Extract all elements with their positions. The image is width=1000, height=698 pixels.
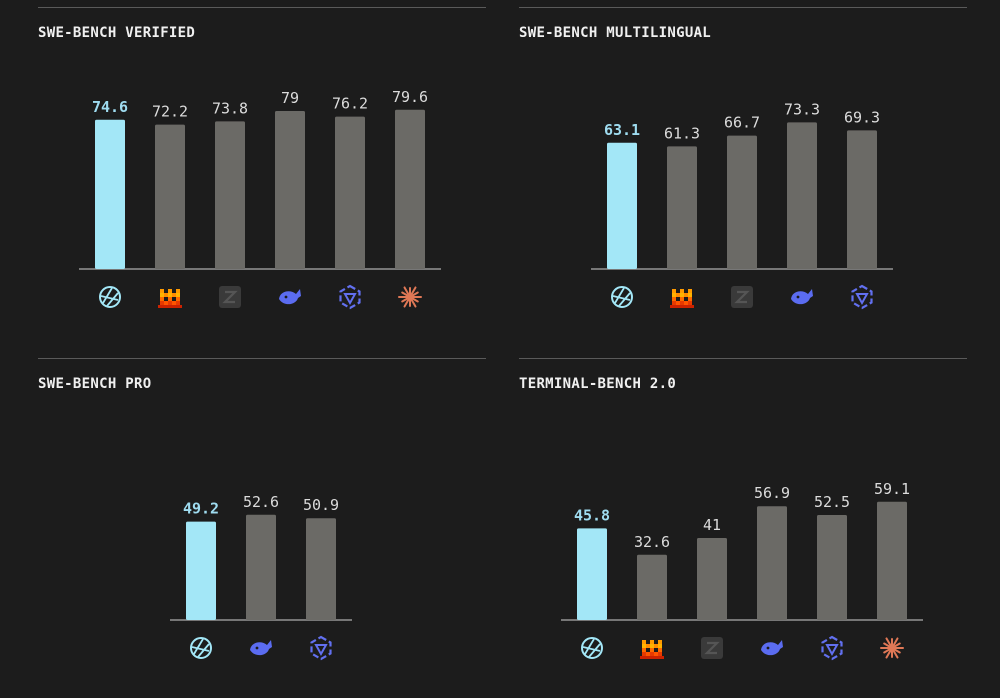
bar-value-label: 50.9 (303, 496, 339, 514)
panel-divider (519, 7, 967, 8)
bar-chart: 49.2 52.6 50.9 (170, 493, 352, 661)
z-square-icon (219, 286, 241, 308)
bar (577, 528, 607, 620)
circle-logo-icon (190, 637, 212, 659)
bar (667, 146, 697, 269)
bar-value-label: 74.6 (92, 98, 128, 116)
bar (306, 518, 336, 620)
bar (155, 124, 185, 269)
bar (847, 130, 877, 269)
bar-value-label: 52.5 (814, 493, 850, 511)
panel-divider (519, 358, 967, 359)
chart-title: SWE-BENCH MULTILINGUAL (519, 25, 712, 41)
bar-value-label: 61.3 (664, 124, 700, 142)
whale-icon (250, 640, 272, 656)
bar-chart: 45.8 32.6 41 56.9 52.5 59.1 (561, 480, 923, 661)
bar (395, 109, 425, 269)
bar-value-label: 32.6 (634, 533, 670, 551)
chart-panel-swe-bench-multilingual: SWE-BENCH MULTILINGUAL 63.1 61.3 66.7 73.3 6… (519, 7, 967, 347)
bar (877, 501, 907, 620)
bar-value-label: 63.1 (604, 121, 640, 139)
whale-icon (761, 640, 783, 656)
pixel-castle-icon (158, 289, 182, 308)
circle-logo-icon (581, 637, 603, 659)
circle-logo-icon (99, 286, 121, 308)
chart-title: TERMINAL-BENCH 2.0 (519, 376, 677, 392)
bar (275, 111, 305, 269)
bar (817, 515, 847, 620)
bar-value-label: 69.3 (844, 108, 880, 126)
bar (727, 135, 757, 269)
starburst-icon (398, 286, 422, 308)
panel-divider (38, 7, 486, 8)
chart-title: SWE-BENCH VERIFIED (38, 25, 196, 41)
hexagon-star-icon (851, 284, 873, 310)
bar (215, 121, 245, 270)
bar-value-label: 76.2 (332, 95, 368, 113)
z-square-icon (701, 637, 723, 659)
hexagon-star-icon (339, 284, 361, 310)
bar (607, 142, 637, 269)
pixel-castle-icon (670, 289, 694, 308)
bar (335, 116, 365, 269)
bar-value-label: 52.6 (243, 493, 279, 511)
bar-value-label: 73.8 (212, 99, 248, 117)
z-square-icon (731, 286, 753, 308)
bar-value-label: 66.7 (724, 114, 760, 132)
bar (95, 119, 125, 269)
bar (697, 538, 727, 620)
panel-divider (38, 358, 486, 359)
bar-value-label: 79.6 (392, 88, 428, 106)
bar-value-label: 56.9 (754, 484, 790, 502)
bar-chart: 63.1 61.3 66.7 73.3 69.3 (591, 100, 893, 310)
bar-value-label: 59.1 (874, 480, 910, 498)
circle-logo-icon (611, 286, 633, 308)
chart-panel-terminal-bench: TERMINAL-BENCH 2.0 45.8 32.6 41 56.9 52.5 59.… (519, 358, 967, 698)
bar (186, 521, 216, 620)
chart-panel-swe-bench-verified: SWE-BENCH VERIFIED 74.6 72.2 73.8 79 76.2 79.… (38, 7, 486, 347)
bar-value-label: 49.2 (183, 500, 219, 518)
bar-value-label: 73.3 (784, 100, 820, 118)
bar-value-label: 41 (703, 516, 721, 534)
starburst-icon (880, 637, 904, 659)
bar (787, 122, 817, 270)
bar (637, 554, 667, 620)
bar-chart: 74.6 72.2 73.8 79 76.2 79.6 (79, 88, 441, 310)
bar (757, 506, 787, 620)
hexagon-star-icon (310, 635, 332, 661)
bar-value-label: 45.8 (574, 506, 610, 524)
whale-icon (791, 289, 813, 305)
chart-panel-swe-bench-pro: SWE-BENCH PRO 49.2 52.6 50.9 (38, 358, 486, 698)
hexagon-star-icon (821, 635, 843, 661)
whale-icon (279, 289, 301, 305)
bar (246, 514, 276, 620)
bar-value-label: 72.2 (152, 103, 188, 121)
chart-title: SWE-BENCH PRO (38, 376, 152, 392)
bar-value-label: 79 (281, 89, 299, 107)
pixel-castle-icon (640, 640, 664, 659)
